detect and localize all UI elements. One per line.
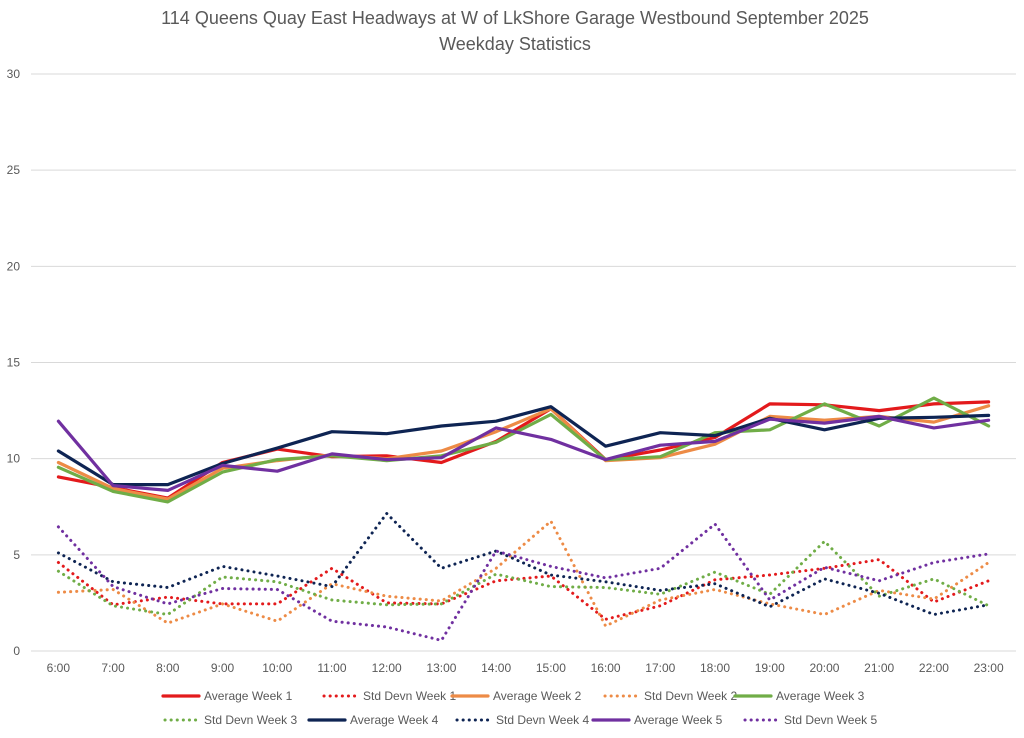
x-tick-label: 11:00 xyxy=(317,661,346,675)
legend-label: Average Week 5 xyxy=(634,713,723,727)
legend-label: Average Week 3 xyxy=(776,689,865,703)
x-tick-label: 21:00 xyxy=(864,661,894,675)
y-tick-label: 10 xyxy=(7,452,21,466)
legend-label: Average Week 1 xyxy=(204,689,293,703)
legend-label: Std Devn Week 5 xyxy=(784,713,877,727)
series-line-average-week-4 xyxy=(56,405,991,487)
x-tick-label: 14:00 xyxy=(481,661,511,675)
legend-label: Std Devn Week 1 xyxy=(363,689,456,703)
series-line-std-devn-week-3 xyxy=(56,539,991,616)
legend-label: Std Devn Week 3 xyxy=(204,713,297,727)
legend-label: Std Devn Week 4 xyxy=(496,713,589,727)
legend-item: Average Week 4 xyxy=(307,713,439,727)
legend-item: Std Devn Week 4 xyxy=(455,713,589,727)
y-tick-label: 25 xyxy=(7,163,21,177)
y-tick-label: 5 xyxy=(13,548,20,562)
x-tick-label: 10:00 xyxy=(262,661,292,675)
gridlines xyxy=(31,73,1016,652)
legend-label: Average Week 2 xyxy=(493,689,582,703)
x-tick-label: 23:00 xyxy=(974,661,1004,675)
y-tick-label: 20 xyxy=(7,259,21,273)
x-tick-label: 9:00 xyxy=(211,661,235,675)
y-axis: 0 5 10 15 20 25 30 xyxy=(7,67,21,658)
series-line-average-week-2 xyxy=(56,404,991,501)
x-tick-label: 12:00 xyxy=(372,661,402,675)
legend-item: Std Devn Week 1 xyxy=(322,689,456,703)
legend-item: Std Devn Week 5 xyxy=(743,713,877,727)
legend-label: Std Devn Week 2 xyxy=(644,689,737,703)
x-tick-label: 18:00 xyxy=(700,661,730,675)
chart-subtitle: Weekday Statistics xyxy=(439,34,591,54)
x-tick-label: 8:00 xyxy=(156,661,180,675)
x-tick-label: 19:00 xyxy=(755,661,785,675)
legend-item: Average Week 5 xyxy=(591,713,723,727)
chart-title: 114 Queens Quay East Headways at W of Lk… xyxy=(161,8,869,28)
y-tick-label: 0 xyxy=(13,644,20,658)
legend-item: Std Devn Week 3 xyxy=(163,713,297,727)
legend-item: Average Week 1 xyxy=(161,689,293,703)
x-tick-label: 7:00 xyxy=(101,661,125,675)
y-tick-label: 15 xyxy=(7,356,21,370)
x-tick-label: 13:00 xyxy=(426,661,456,675)
series-line-average-week-3 xyxy=(56,396,991,504)
series-line-std-devn-week-1 xyxy=(56,558,991,621)
x-tick-label: 16:00 xyxy=(591,661,621,675)
series-line-average-week-5 xyxy=(56,414,991,492)
legend-item: Std Devn Week 2 xyxy=(603,689,737,703)
legend-label: Average Week 4 xyxy=(350,713,439,727)
x-tick-label: 17:00 xyxy=(645,661,675,675)
legend-item: Average Week 3 xyxy=(733,689,865,703)
x-tick-label: 15:00 xyxy=(536,661,566,675)
series-line-std-devn-week-4 xyxy=(56,512,991,616)
x-tick-label: 6:00 xyxy=(47,661,71,675)
series-line-std-devn-week-5 xyxy=(56,522,991,642)
x-axis: 6:00 7:00 8:00 9:00 10:00 11:00 12:00 13:00 14:0… xyxy=(47,661,1004,675)
legend-item: Average Week 2 xyxy=(450,689,582,703)
legend: Average Week 1 Std Devn Week 1 Average Wee… xyxy=(161,689,877,727)
series-line-std-devn-week-2 xyxy=(56,519,991,628)
x-tick-label: 22:00 xyxy=(919,661,949,675)
y-tick-label: 30 xyxy=(7,67,21,81)
x-tick-label: 20:00 xyxy=(809,661,839,675)
series-group xyxy=(56,396,991,642)
